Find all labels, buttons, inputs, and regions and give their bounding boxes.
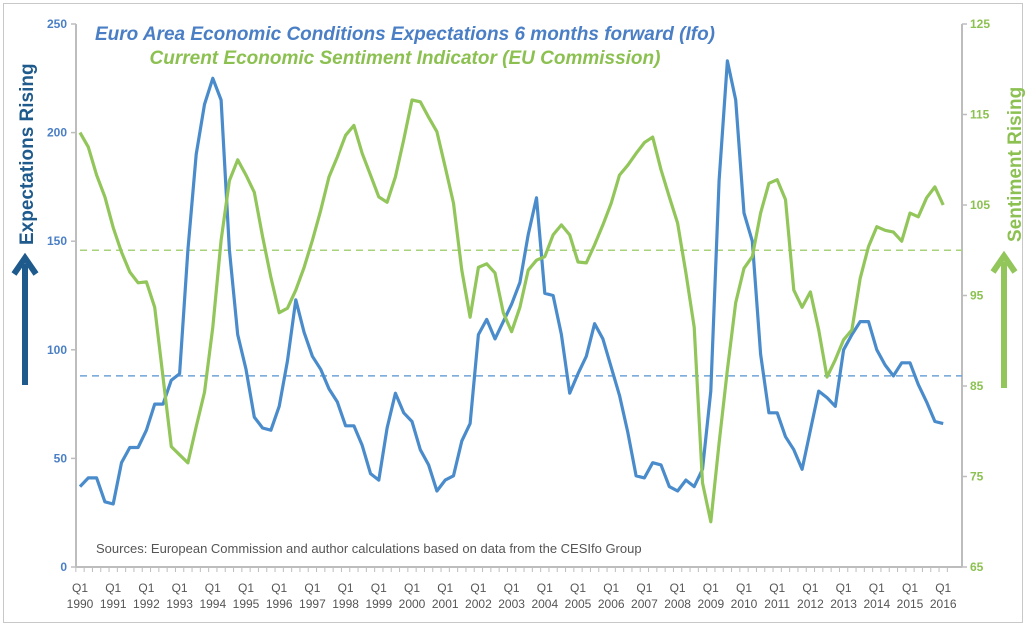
x-tick-year-label: 1992 xyxy=(133,597,160,611)
expectations-series-line xyxy=(78,59,944,506)
x-tick-quarter-label: Q1 xyxy=(271,581,287,595)
x-tick-year-label: 2003 xyxy=(498,597,525,611)
x-tick-quarter-label: Q1 xyxy=(205,581,221,595)
x-tick-quarter-label: Q1 xyxy=(338,581,354,595)
x-tick-year-label: 2012 xyxy=(797,597,824,611)
x-tick-year-label: 1993 xyxy=(166,597,193,611)
x-tick-year-label: 2016 xyxy=(930,597,957,611)
right-tick-label: 115 xyxy=(970,108,990,122)
right-tick-label: 65 xyxy=(970,560,984,574)
x-tick-year-label: 1998 xyxy=(332,597,359,611)
x-tick-quarter-label: Q1 xyxy=(238,581,254,595)
left-tick-label: 250 xyxy=(47,17,67,31)
x-tick-quarter-label: Q1 xyxy=(603,581,619,595)
x-tick-quarter-label: Q1 xyxy=(72,581,88,595)
chart-title-line-2: Current Economic Sentiment Indicator (EU… xyxy=(150,48,661,69)
right-tick-label: 95 xyxy=(970,289,984,303)
x-tick-year-label: 2007 xyxy=(631,597,658,611)
left-tick-label: 100 xyxy=(47,343,67,357)
x-tick-year-label: 2008 xyxy=(664,597,691,611)
x-tick-year-label: 2000 xyxy=(399,597,426,611)
x-tick-quarter-label: Q1 xyxy=(670,581,686,595)
x-tick-year-label: 2011 xyxy=(764,597,790,611)
x-tick-year-label: 2013 xyxy=(830,597,857,611)
x-tick-year-label: 2015 xyxy=(897,597,924,611)
x-tick-quarter-label: Q1 xyxy=(836,581,852,595)
x-tick-quarter-label: Q1 xyxy=(371,581,387,595)
x-tick-year-label: 2014 xyxy=(863,597,890,611)
left-tick-label: 0 xyxy=(60,560,67,574)
x-tick-year-label: 2005 xyxy=(565,597,592,611)
x-tick-quarter-label: Q1 xyxy=(902,581,918,595)
x-tick-quarter-label: Q1 xyxy=(736,581,752,595)
x-tick-quarter-label: Q1 xyxy=(570,581,586,595)
x-tick-year-label: 1997 xyxy=(299,597,326,611)
sentiment-series-line xyxy=(78,98,945,524)
x-tick-year-label: 1999 xyxy=(365,597,392,611)
x-tick-quarter-label: Q1 xyxy=(769,581,785,595)
x-tick-year-label: 1990 xyxy=(67,597,94,611)
right-tick-label: 75 xyxy=(970,470,984,484)
x-tick-quarter-label: Q1 xyxy=(470,581,486,595)
x-tick-quarter-label: Q1 xyxy=(304,581,320,595)
right-axis-label: Sentiment Rising xyxy=(1005,87,1026,242)
x-tick-quarter-label: Q1 xyxy=(138,581,154,595)
chart-frame xyxy=(3,3,1023,623)
left-tick-label: 150 xyxy=(47,234,67,248)
x-tick-year-label: 1991 xyxy=(100,597,127,611)
x-tick-quarter-label: Q1 xyxy=(703,581,719,595)
x-tick-quarter-label: Q1 xyxy=(636,581,652,595)
x-tick-year-label: 2002 xyxy=(465,597,492,611)
right-tick-label: 105 xyxy=(970,198,990,212)
x-tick-year-label: 2001 xyxy=(432,597,459,611)
x-tick-year-label: 1995 xyxy=(233,597,260,611)
left-tick-label: 200 xyxy=(47,126,67,140)
chart-title-line-1: Euro Area Economic Conditions Expectatio… xyxy=(95,24,715,45)
x-tick-quarter-label: Q1 xyxy=(404,581,420,595)
left-axis-label: Expectations Rising xyxy=(17,63,38,245)
x-tick-quarter-label: Q1 xyxy=(802,581,818,595)
x-tick-quarter-label: Q1 xyxy=(537,581,553,595)
left-tick-label: 50 xyxy=(54,451,68,465)
x-tick-quarter-label: Q1 xyxy=(172,581,188,595)
x-tick-quarter-label: Q1 xyxy=(935,581,951,595)
x-tick-year-label: 2009 xyxy=(697,597,724,611)
x-tick-year-label: 1996 xyxy=(266,597,293,611)
x-tick-year-label: 2004 xyxy=(531,597,558,611)
left-arrowhead-icon xyxy=(11,252,39,276)
source-note: Sources: European Commission and author … xyxy=(96,541,642,556)
x-tick-year-label: 1994 xyxy=(199,597,226,611)
x-tick-quarter-label: Q1 xyxy=(105,581,121,595)
x-tick-quarter-label: Q1 xyxy=(504,581,520,595)
x-tick-quarter-label: Q1 xyxy=(869,581,885,595)
x-tick-year-label: 2006 xyxy=(598,597,625,611)
x-tick-year-label: 2010 xyxy=(731,597,758,611)
right-tick-label: 125 xyxy=(970,17,990,31)
right-arrowhead-icon xyxy=(990,250,1018,274)
x-tick-quarter-label: Q1 xyxy=(437,581,453,595)
right-tick-label: 85 xyxy=(970,379,984,393)
